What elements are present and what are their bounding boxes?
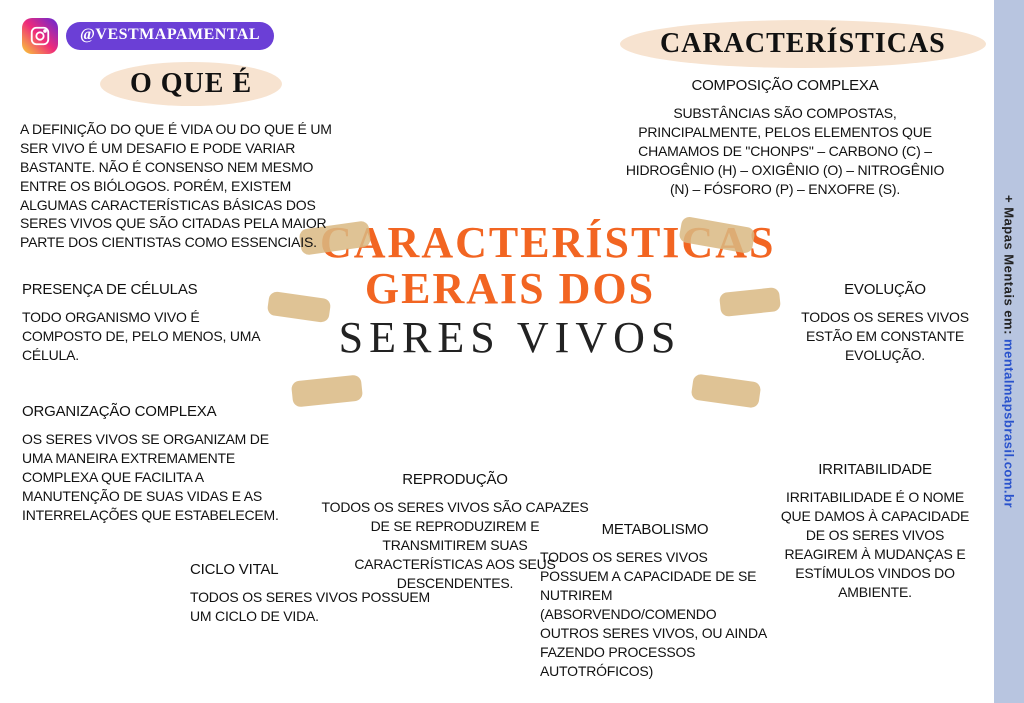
brush-stroke bbox=[291, 374, 363, 407]
block-title: COMPOSIÇÃO COMPLEXA bbox=[620, 76, 950, 96]
instagram-badge: @VESTMAPAMENTAL bbox=[22, 18, 274, 54]
block-body: TODO ORGANISMO VIVO É COMPOSTO DE, PELO … bbox=[22, 308, 262, 365]
block-irritabilidade: IRRITABILIDADE IRRITABILIDADE É O NOME Q… bbox=[770, 460, 980, 602]
block-title: PRESENÇA DE CÉLULAS bbox=[22, 280, 262, 300]
block-title: REPRODUÇÃO bbox=[320, 470, 590, 490]
block-body: OS SERES VIVOS SE ORGANIZAM DE UMA MANEI… bbox=[22, 430, 282, 524]
block-metabolismo: METABOLISMO TODOS OS SERES VIVOS POSSUEM… bbox=[540, 520, 770, 680]
center-title-line2: GERAIS DOS bbox=[320, 266, 700, 312]
block-evolucao: EVOLUÇÃO TODOS OS SERES VIVOS ESTÃO EM C… bbox=[790, 280, 980, 365]
block-title: METABOLISMO bbox=[540, 520, 770, 540]
block-organizacao: ORGANIZAÇÃO COMPLEXA OS SERES VIVOS SE O… bbox=[22, 402, 282, 525]
block-body: TODOS OS SERES VIVOS ESTÃO EM CONSTANTE … bbox=[790, 308, 980, 365]
block-body: A DEFINIÇÃO DO QUE É VIDA OU DO QUE É UM… bbox=[20, 120, 360, 252]
brush-stroke bbox=[719, 287, 781, 317]
sidebar: + Mapas Mentais em: mentalmapsbrasil.com… bbox=[994, 0, 1024, 703]
section-title-caracteristicas: CARACTERÍSTICAS bbox=[620, 20, 986, 68]
brush-stroke bbox=[691, 373, 762, 408]
block-body: SUBSTÂNCIAS SÃO COMPOSTAS, PRINCIPALMENT… bbox=[620, 104, 950, 198]
block-celulas: PRESENÇA DE CÉLULAS TODO ORGANISMO VIVO … bbox=[22, 280, 262, 365]
block-body: TODOS OS SERES VIVOS POSSUEM A CAPACIDAD… bbox=[540, 548, 770, 680]
block-definicao: A DEFINIÇÃO DO QUE É VIDA OU DO QUE É UM… bbox=[20, 120, 360, 252]
center-title-line3: SERES VIVOS bbox=[320, 312, 700, 365]
sidebar-prefix: + Mapas Mentais em: bbox=[1002, 195, 1017, 339]
block-composicao: COMPOSIÇÃO COMPLEXA SUBSTÂNCIAS SÃO COMP… bbox=[620, 76, 950, 199]
center-title: CARACTERÍSTICAS GERAIS DOS SERES VIVOS bbox=[320, 220, 700, 365]
sidebar-link[interactable]: mentalmapsbrasil.com.br bbox=[1002, 339, 1017, 508]
block-title: ORGANIZAÇÃO COMPLEXA bbox=[22, 402, 282, 422]
center-title-line1: CARACTERÍSTICAS bbox=[320, 220, 700, 266]
block-title: IRRITABILIDADE bbox=[770, 460, 980, 480]
block-title: EVOLUÇÃO bbox=[790, 280, 980, 300]
sidebar-text: + Mapas Mentais em: mentalmapsbrasil.com… bbox=[1002, 195, 1017, 508]
section-title-oquee: O QUE É bbox=[100, 62, 282, 106]
block-body: IRRITABILIDADE É O NOME QUE DAMOS À CAPA… bbox=[770, 488, 980, 601]
instagram-icon bbox=[22, 18, 58, 54]
instagram-handle: @VESTMAPAMENTAL bbox=[66, 22, 274, 50]
block-body: TODOS OS SERES VIVOS POSSUEM UM CICLO DE… bbox=[190, 588, 430, 626]
